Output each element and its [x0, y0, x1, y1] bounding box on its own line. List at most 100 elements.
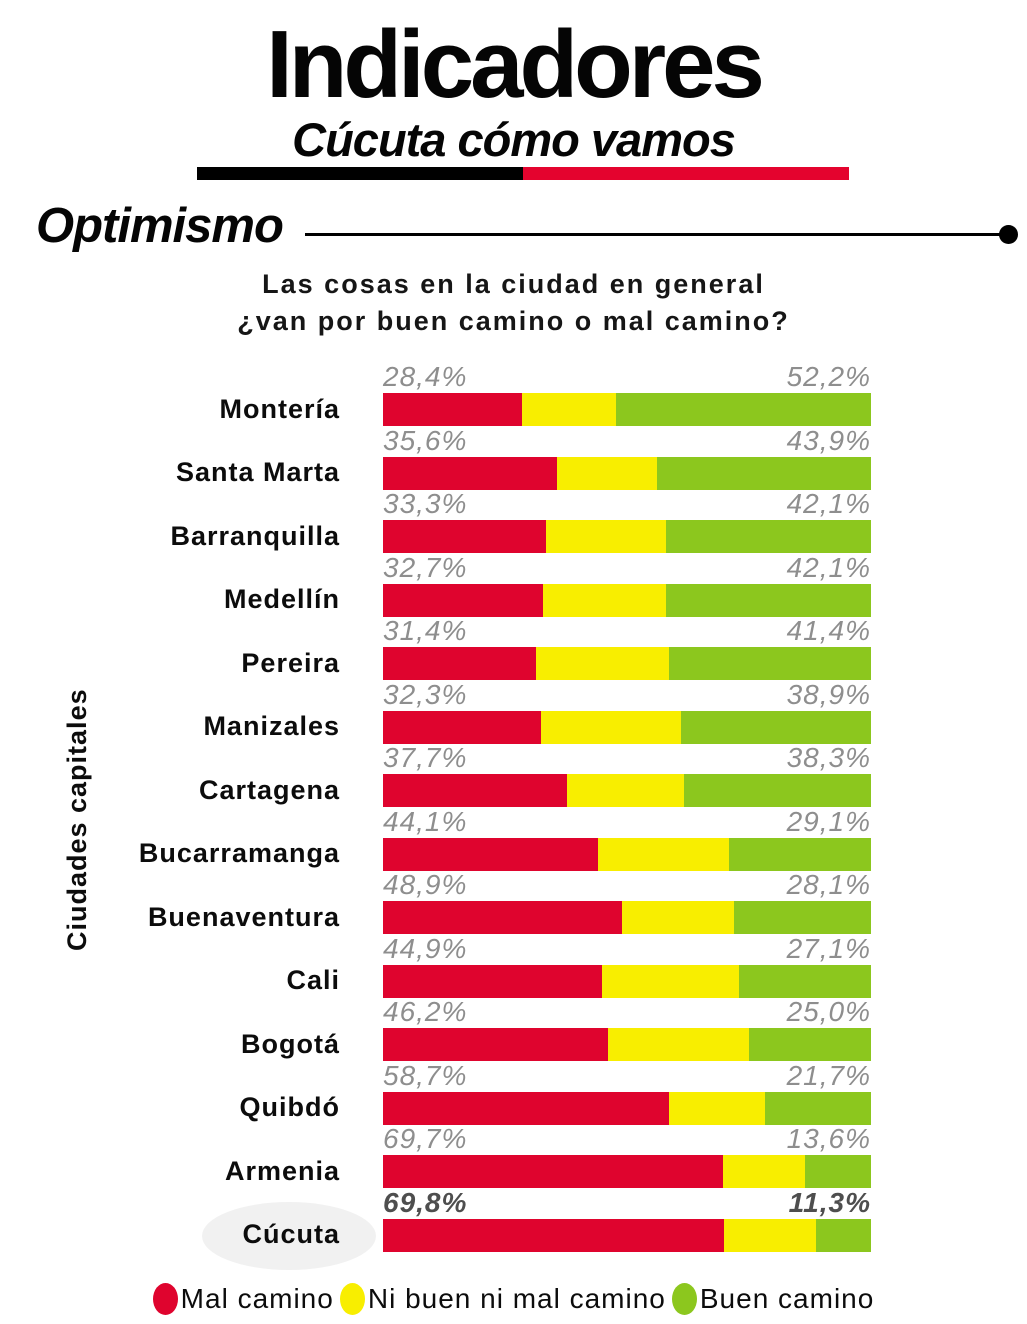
mal-segment — [383, 964, 603, 998]
highlight-ellipse — [202, 1201, 376, 1270]
mal-segment — [383, 1091, 670, 1125]
ni-segment — [566, 774, 685, 807]
buen-segment — [616, 393, 871, 426]
buen-value-label: 11,3% — [788, 1186, 871, 1218]
stacked-bar — [383, 1028, 871, 1061]
value-labels-row: 44,1% 29,1% — [383, 805, 871, 837]
mal-segment — [383, 837, 599, 871]
city-label: Montería — [219, 393, 340, 424]
chart-question: Las cosas en la ciudad en general ¿van p… — [0, 266, 1027, 340]
stacked-bar — [383, 774, 871, 807]
mal-value-label: 31,4% — [383, 615, 468, 646]
mal-segment — [383, 774, 567, 807]
section-rule-dot — [999, 225, 1018, 244]
buen-value-label: 38,3% — [786, 742, 871, 773]
value-labels-row: 44,9% 27,1% — [383, 934, 871, 963]
mal-value-label: 69,8% — [383, 1186, 468, 1218]
mal-value-label: 33,3% — [383, 488, 468, 519]
city-label: Medellín — [223, 584, 340, 614]
value-labels-row: 31,4% 41,4% — [383, 617, 871, 645]
mal-segment — [383, 710, 541, 744]
city-label: Bucarramanga — [138, 838, 340, 868]
city-label: Pereira — [241, 647, 340, 678]
mal-value-label: 35,6% — [383, 424, 468, 456]
mal-value-label: 44,1% — [383, 805, 468, 837]
ni-segment — [542, 583, 666, 617]
buen-value-label: 42,1% — [786, 551, 871, 583]
value-labels-row: 32,3% 38,9% — [383, 678, 871, 710]
buen-segment — [665, 583, 871, 617]
value-labels-row: 33,3% 42,1% — [383, 490, 871, 518]
mal-value-label: 28,4% — [383, 361, 468, 392]
mal-value-label: 69,7% — [383, 1123, 468, 1154]
divider-black-half — [197, 167, 523, 180]
stacked-bar — [383, 901, 871, 934]
stacked-bar — [383, 1155, 871, 1188]
buen-segment — [815, 1218, 871, 1252]
buen-value-label: 28,1% — [786, 869, 871, 900]
section-rule — [305, 225, 1018, 244]
ni-segment — [598, 837, 729, 871]
ni-segment — [556, 456, 657, 490]
value-labels-row: 69,8% 11,3% — [383, 1186, 871, 1218]
buen-value-label: 43,9% — [786, 424, 871, 456]
mal-value-label: 32,3% — [383, 678, 468, 710]
ni-segment — [608, 1028, 749, 1061]
buen-segment — [765, 1091, 871, 1125]
ni-segment — [540, 710, 682, 744]
value-labels-row: 69,7% 13,6% — [383, 1125, 871, 1153]
divider-red-half — [523, 167, 849, 180]
header-divider — [197, 167, 849, 180]
value-labels-row: 32,7% 42,1% — [383, 551, 871, 583]
mal-value-label: 48,9% — [383, 869, 468, 900]
chart-rows: 28,4% 52,2% Montería 35,6% 43,9% Santa M… — [0, 363, 1027, 1270]
ni-segment — [545, 520, 666, 553]
city-label: Barranquilla — [170, 520, 340, 551]
stacked-bar — [383, 964, 871, 998]
buen-value-label: 42,1% — [786, 488, 871, 519]
legend-label: Ni buen ni mal camino — [367, 1283, 666, 1314]
buen-segment — [665, 520, 871, 553]
legend-label: Mal camino — [180, 1283, 334, 1314]
city-label: Bogotá — [241, 1028, 340, 1059]
mal-segment — [383, 1155, 724, 1188]
stacked-bar — [383, 837, 871, 871]
chart-row: 37,7% 38,3% Cartagena — [0, 744, 1027, 808]
chart-row: 48,9% 28,1% Buenaventura — [0, 871, 1027, 935]
legend-item: Mal camino — [152, 1283, 334, 1315]
legend-swatch-icon — [671, 1283, 697, 1315]
ni-segment — [602, 964, 739, 998]
chart-row: 69,7% 13,6% Armenia — [0, 1125, 1027, 1189]
value-labels-row: 35,6% 43,9% — [383, 424, 871, 456]
mal-value-label: 37,7% — [383, 742, 468, 773]
value-labels-row: 48,9% 28,1% — [383, 871, 871, 899]
chart-row: 46,2% 25,0% Bogotá — [0, 998, 1027, 1062]
city-label: Armenia — [224, 1155, 340, 1186]
buen-segment — [738, 964, 871, 998]
mal-segment — [383, 456, 557, 490]
mal-segment — [383, 1028, 609, 1061]
buen-segment — [733, 901, 871, 934]
stacked-bar — [383, 520, 871, 553]
chart-row: 28,4% 52,2% Montería — [0, 363, 1027, 427]
chart-row: 58,7% 21,7% Quibdó — [0, 1061, 1027, 1126]
stacked-bar — [383, 710, 871, 744]
ni-segment — [669, 1091, 766, 1125]
ni-segment — [723, 1155, 805, 1188]
stacked-bar — [383, 583, 871, 617]
chart-row: 31,4% 41,4% Pereira — [0, 617, 1027, 681]
value-labels-row: 46,2% 25,0% — [383, 998, 871, 1026]
mal-segment — [383, 647, 537, 680]
value-labels-row: 58,7% 21,7% — [383, 1061, 871, 1090]
chart-row: 32,3% 38,9% Manizales — [0, 678, 1027, 745]
mal-segment — [383, 393, 522, 426]
city-label: Manizales — [203, 711, 340, 741]
page-subtitle: Cúcuta cómo vamos — [292, 113, 736, 166]
stacked-bar — [383, 393, 871, 426]
mal-value-label: 46,2% — [383, 996, 468, 1027]
ni-segment — [723, 1218, 816, 1252]
ni-segment — [521, 393, 617, 426]
buen-segment — [681, 710, 871, 744]
chart-question-line2: ¿van por buen camino o mal camino? — [237, 306, 790, 336]
